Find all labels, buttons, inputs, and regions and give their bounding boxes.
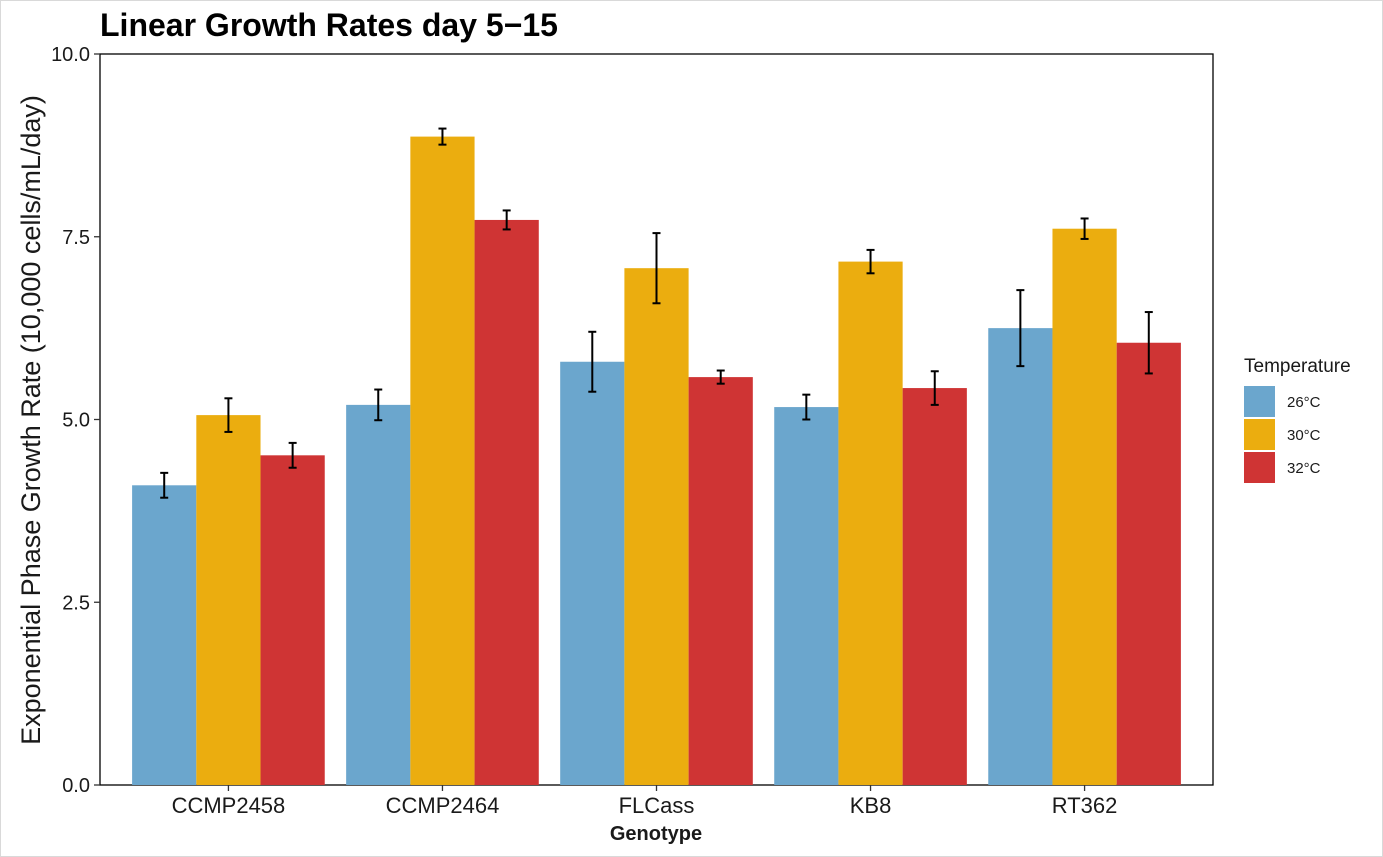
bar xyxy=(774,407,839,785)
legend: Temperature 26°C 30°C 32°C xyxy=(1244,356,1351,483)
y-tick-label: 7.5 xyxy=(62,227,90,249)
legend-title: Temperature xyxy=(1244,356,1351,377)
bar xyxy=(1116,342,1181,785)
x-tick-label: KB8 xyxy=(850,793,892,818)
legend-swatch xyxy=(1244,419,1275,450)
y-tick-label: 0.0 xyxy=(62,775,90,797)
legend-label: 26°C xyxy=(1287,394,1321,411)
bar xyxy=(474,219,539,785)
x-tick-label: CCMP2464 xyxy=(386,793,500,818)
bar xyxy=(838,261,903,785)
bar xyxy=(1052,228,1117,786)
bar xyxy=(624,268,689,786)
y-tick-label: 10.0 xyxy=(51,44,90,66)
legend-swatch xyxy=(1244,452,1275,483)
x-tick-label: RT362 xyxy=(1052,793,1118,818)
legend-swatch xyxy=(1244,386,1275,417)
chart-title: Linear Growth Rates day 5−15 xyxy=(100,7,558,43)
bar xyxy=(260,455,325,785)
x-axis-title: Genotype xyxy=(610,823,702,845)
bar xyxy=(346,404,411,785)
bar xyxy=(688,377,753,785)
x-tick-label: FLCass xyxy=(619,793,695,818)
bar xyxy=(196,415,261,785)
bar xyxy=(560,361,625,785)
y-tick-label: 5.0 xyxy=(62,410,90,432)
bar xyxy=(410,136,475,785)
y-tick-label: 2.5 xyxy=(62,592,90,614)
bar xyxy=(902,388,967,785)
x-tick-label: CCMP2458 xyxy=(172,793,286,818)
legend-label: 32°C xyxy=(1287,460,1321,477)
bar xyxy=(132,485,197,785)
legend-label: 30°C xyxy=(1287,427,1321,444)
bar xyxy=(988,328,1053,785)
y-axis-title: Exponential Phase Growth Rate (10,000 ce… xyxy=(16,95,46,745)
